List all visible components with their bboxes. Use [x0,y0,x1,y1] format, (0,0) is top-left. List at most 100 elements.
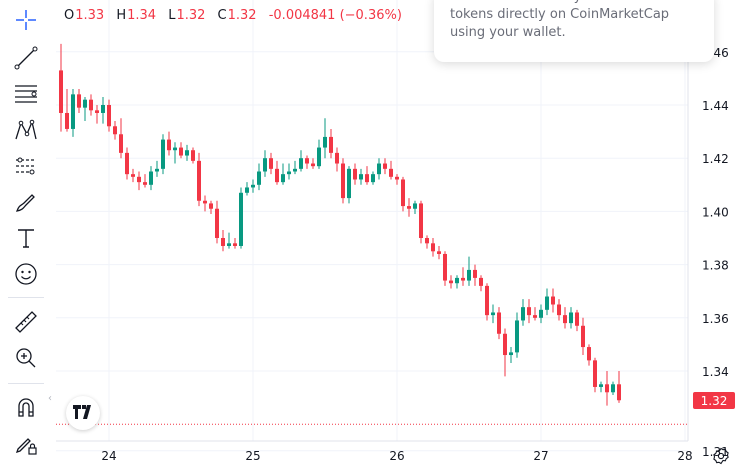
candle [365,166,369,185]
candle [581,317,585,356]
candle-body [89,99,93,111]
zoom-in-icon [12,344,40,376]
candle-body [209,203,213,209]
zoom-in-tool[interactable] [8,344,44,376]
candle-body [131,174,135,177]
lock-drawing-icon [12,430,40,462]
candle [287,163,291,180]
candle-body [215,208,219,238]
y-tick-label: 1.40 [702,205,729,219]
forecast-tool[interactable] [8,152,44,184]
candle [251,179,255,193]
candle [341,158,345,204]
time-axis[interactable]: 24 25 26 27 28 [56,440,693,463]
candle [269,152,273,175]
candle [395,174,399,185]
low-value: 1.32 [176,8,206,23]
candle-body [521,307,525,321]
candle [137,171,141,191]
candle [119,118,123,159]
candle-body [227,243,231,246]
candle-body [461,277,465,281]
candle-body [539,309,543,318]
tradingview-logo-icon [73,404,93,423]
candle-body [383,163,387,169]
candle-body [149,171,153,185]
candle [485,283,489,321]
horizontal-lines-tool[interactable] [8,80,44,112]
candle [125,147,129,180]
candle [575,309,579,332]
candle-body [179,147,183,156]
candle [239,187,243,249]
candle [473,264,477,286]
candle [527,299,531,324]
candle-body [71,94,75,129]
candle-body [239,192,243,246]
candle [401,176,405,212]
brush-tool[interactable] [8,188,44,220]
candle-body [443,253,447,281]
candle-body [449,280,453,284]
candle-body [473,269,477,278]
candlesticks [59,43,621,406]
candle-body [329,136,333,153]
candle [407,198,411,217]
candle [323,118,327,159]
candle-body [377,163,381,175]
magnet-icon [12,394,40,426]
candle-body [545,296,549,310]
chart-settings-button[interactable] [712,447,730,465]
candle [545,288,549,316]
candle-body [365,174,369,183]
candle-body [275,168,279,183]
text-tool[interactable] [8,224,44,256]
candle [311,158,315,169]
candle-body [59,70,63,113]
pattern-icon [12,116,40,148]
candle-body [155,168,159,172]
candle [317,139,321,169]
ruler-tool[interactable] [8,308,44,340]
candle [539,304,543,324]
candle-body [269,158,273,169]
magnet-tool[interactable] [8,394,44,426]
x-tick-label: 27 [533,449,548,463]
candle-body [305,158,309,164]
candle-body [407,206,411,209]
candle-body [491,312,495,316]
candle [587,344,591,366]
candle [59,43,63,132]
pattern-tool[interactable] [8,116,44,148]
lock-drawing-tool[interactable] [8,430,44,462]
tradingview-logo-button[interactable] [66,396,100,430]
candle [215,200,219,244]
crosshair-tool[interactable] [8,6,44,38]
candle-body [425,238,429,244]
candle-body [113,126,117,135]
candle [245,182,249,196]
candle-body [617,384,621,401]
candle-body [311,163,315,167]
candle-body [551,296,555,305]
candle [263,150,267,177]
candle-body [581,325,585,348]
candle-body [281,174,285,183]
gear-icon [712,447,730,469]
trade-tokens-popup[interactable]: You can now trade your favorite tokens d… [434,0,714,62]
candle [167,131,171,156]
candle-body [167,139,171,151]
candle-body [233,243,237,246]
price-axis[interactable]: 1.461.441.421.401.381.361.341.31 [687,0,729,459]
x-tick-label: 25 [245,449,260,463]
emoji-tool[interactable] [8,260,44,292]
candle-body [197,160,201,201]
ruler-icon [12,308,40,340]
candle [521,299,525,326]
candle-body [431,243,435,252]
toolbar-divider [8,297,44,298]
trend-line-tool[interactable] [8,44,44,76]
candle [593,357,597,393]
toolbar-collapse-handle[interactable]: ‹ [48,392,52,404]
